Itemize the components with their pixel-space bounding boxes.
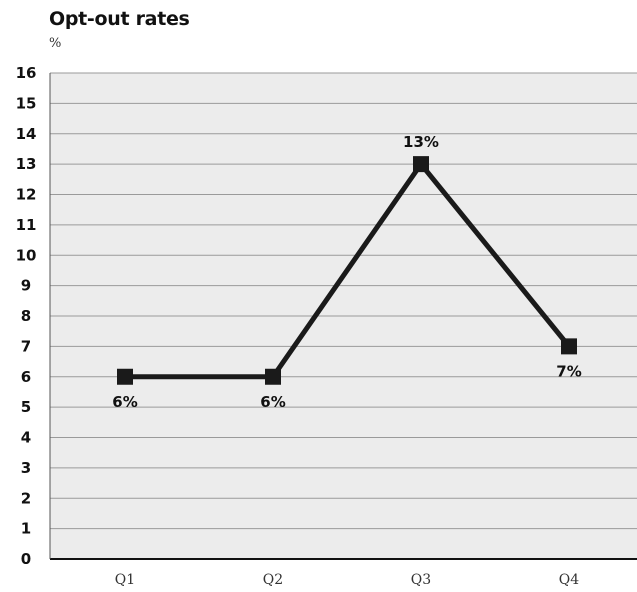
y-tick-label: 10: [16, 246, 37, 264]
y-tick-label: 13: [16, 155, 37, 173]
data-labels: 6% 6% 13% 7%: [112, 133, 581, 411]
x-tick-label: Q4: [559, 572, 579, 588]
data-label: 7%: [556, 362, 581, 380]
y-tick-label: 2: [21, 489, 31, 507]
y-tick-label: 9: [21, 277, 31, 295]
x-tick-label: Q2: [263, 572, 283, 588]
data-label: 6%: [112, 393, 137, 411]
data-point-marker: [265, 368, 281, 385]
y-axis-unit: %: [49, 36, 62, 51]
y-tick-label: 4: [21, 429, 31, 447]
gridlines: [50, 72, 637, 530]
y-tick-label: 11: [16, 216, 37, 234]
x-tick-label: Q3: [411, 572, 431, 588]
y-tick-label: 5: [21, 398, 31, 416]
data-point-marker: [413, 156, 429, 173]
x-tick-label: Q1: [115, 572, 135, 588]
y-tick-label: 8: [21, 307, 31, 325]
y-tick-label: 7: [21, 337, 31, 355]
data-label: 13%: [403, 133, 439, 151]
y-tick-label: 6: [21, 368, 31, 386]
y-tick-label: 1: [21, 520, 31, 538]
y-tick-label: 16: [16, 64, 37, 82]
data-point-marker: [561, 338, 577, 355]
y-tick-label: 15: [16, 94, 37, 112]
y-tick-label: 12: [16, 186, 37, 204]
data-point-marker: [117, 368, 133, 385]
y-tick-label: 14: [16, 125, 37, 143]
y-tick-label: 0: [21, 550, 31, 568]
x-axis-ticks: Q1 Q2 Q3 Q4: [115, 572, 579, 588]
data-markers: [117, 156, 577, 385]
chart-title: Opt-out rates: [49, 8, 190, 30]
data-label: 6%: [260, 393, 285, 411]
series-line: [125, 159, 571, 380]
y-tick-label: 3: [21, 459, 31, 477]
